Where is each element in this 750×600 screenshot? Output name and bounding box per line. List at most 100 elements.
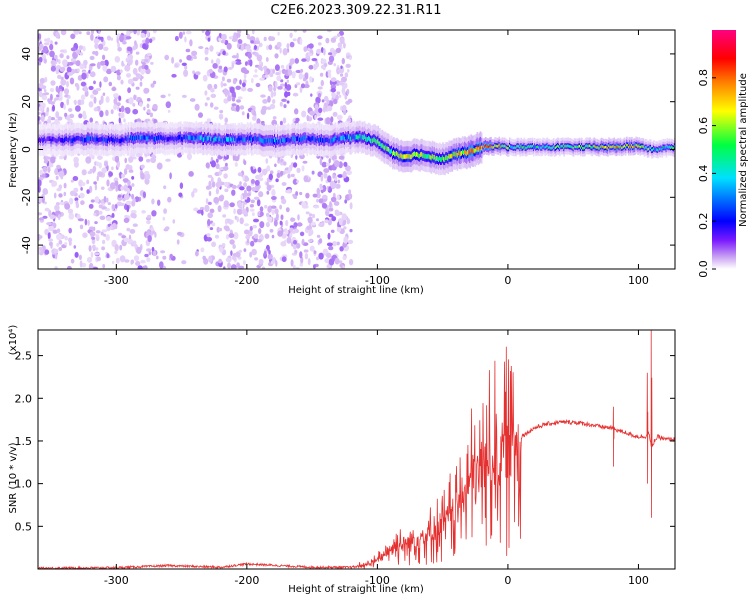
ridge-cell — [190, 135, 193, 140]
noise-speck — [42, 45, 49, 53]
ridge-cell — [495, 144, 498, 148]
ridge-cell — [519, 147, 522, 150]
noise-speck — [66, 98, 70, 106]
noise-speck — [342, 91, 346, 96]
noise-speck — [186, 54, 192, 61]
noise-speck — [296, 222, 303, 227]
noise-speck — [46, 107, 50, 113]
ridge-cell — [558, 145, 560, 148]
ridge-cell — [526, 145, 529, 149]
noise-speck — [279, 83, 286, 87]
ridge-cell — [341, 135, 344, 141]
noise-speck — [119, 244, 123, 251]
ridge-cell — [479, 144, 482, 150]
noise-speck — [293, 162, 298, 168]
ridge-cell — [486, 145, 488, 148]
ridge-cell — [292, 136, 295, 141]
noise-speck — [146, 109, 151, 114]
noise-speck — [66, 55, 70, 60]
ridge-cell — [282, 137, 285, 143]
noise-speck — [225, 234, 230, 240]
noise-speck — [213, 196, 220, 204]
noise-speck — [209, 227, 214, 231]
noise-speck — [313, 264, 316, 269]
ridge-cell — [299, 137, 301, 143]
ridge-cell — [108, 136, 110, 141]
noise-speck — [330, 37, 337, 43]
noise-speck — [62, 59, 68, 67]
noise-speck — [127, 54, 134, 60]
noise-speck — [340, 65, 343, 69]
ridge-cell — [266, 138, 269, 144]
y-tick-label: 1.5 — [15, 435, 33, 448]
noise-speck — [102, 64, 108, 72]
ridge-cell — [335, 137, 338, 143]
ridge-cell — [67, 137, 69, 143]
noise-speck — [142, 191, 146, 198]
ridge-cell — [145, 136, 148, 141]
ridge-cell — [458, 151, 461, 156]
noise-speck — [335, 183, 341, 189]
noise-speck — [58, 85, 63, 89]
ridge-cell — [184, 134, 186, 140]
noise-speck — [116, 201, 123, 207]
noise-speck — [72, 176, 79, 181]
noise-speck — [148, 38, 153, 43]
noise-speck — [138, 156, 144, 162]
ridge-cell — [161, 135, 163, 140]
ridge-cell — [64, 137, 66, 143]
noise-speck — [279, 204, 282, 210]
noise-speck — [89, 117, 93, 123]
noise-speck — [289, 41, 295, 48]
noise-speck — [202, 255, 206, 261]
noise-speck — [223, 88, 229, 95]
noise-speck — [252, 212, 255, 217]
noise-speck — [191, 50, 198, 57]
ridge-cell — [78, 136, 81, 141]
ridge-cell — [549, 146, 552, 150]
noise-speck — [215, 163, 220, 170]
ridge-cell — [476, 145, 479, 150]
ridge-cell — [126, 138, 129, 143]
colorbar-gradient — [712, 30, 736, 269]
noise-speck — [274, 64, 280, 71]
noise-speck — [179, 182, 184, 189]
spectrogram-heatmap — [38, 30, 675, 269]
ridge-cell — [106, 138, 109, 144]
ridge-cell — [667, 146, 670, 149]
ridge-cell — [291, 136, 294, 141]
x-tick-label: -300 — [104, 574, 129, 587]
snr-frame — [37, 329, 676, 570]
ridge-cell — [371, 138, 373, 144]
noise-speck — [280, 79, 284, 83]
noise-speck — [333, 98, 338, 105]
ridge-cell — [98, 137, 101, 143]
noise-speck — [205, 185, 211, 190]
noise-speck — [47, 232, 51, 240]
noise-speck — [82, 232, 88, 238]
noise-speck — [321, 194, 328, 200]
noise-speck — [68, 212, 75, 220]
noise-speck — [137, 265, 143, 269]
noise-speck — [336, 91, 341, 95]
noise-speck — [132, 108, 139, 115]
ridge-cell — [373, 137, 375, 142]
noise-speck — [276, 172, 281, 179]
noise-speck — [293, 30, 297, 33]
noise-speck — [328, 258, 335, 266]
noise-speck — [88, 262, 94, 269]
ridge-cell — [425, 153, 428, 159]
noise-speck — [117, 194, 122, 198]
noise-speck — [266, 181, 269, 187]
noise-speck — [146, 158, 151, 163]
ridge-cell — [645, 146, 648, 149]
noise-speck — [346, 218, 350, 225]
noise-speck — [43, 89, 47, 93]
ridge-cell — [604, 146, 606, 149]
ridge-cell — [556, 145, 558, 149]
noise-speck — [131, 183, 135, 187]
noise-speck — [269, 36, 276, 41]
noise-speck — [157, 199, 161, 206]
ridge-cell — [280, 138, 282, 144]
ridge-cell — [625, 143, 628, 147]
